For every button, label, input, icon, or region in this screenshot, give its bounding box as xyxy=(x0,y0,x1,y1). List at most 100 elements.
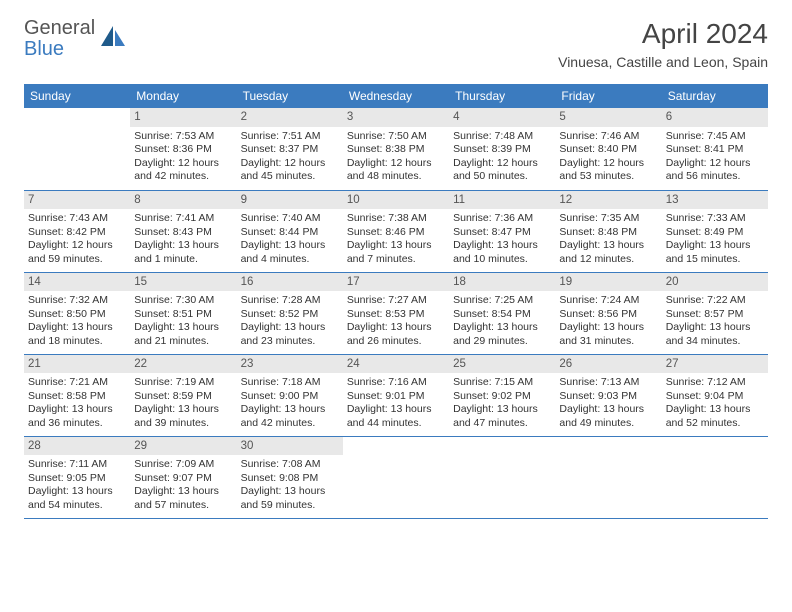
sunrise-text: Sunrise: 7:53 AM xyxy=(134,130,232,143)
weekday-header: Monday xyxy=(130,84,236,108)
sunset-text: Sunset: 8:37 PM xyxy=(241,143,339,156)
empty-cell xyxy=(449,436,555,518)
day-cell: 21Sunrise: 7:21 AMSunset: 8:58 PMDayligh… xyxy=(24,354,130,436)
sunset-text: Sunset: 8:51 PM xyxy=(134,308,232,321)
sunrise-text: Sunrise: 7:11 AM xyxy=(28,458,126,471)
weekday-header: Friday xyxy=(555,84,661,108)
day-cell: 9Sunrise: 7:40 AMSunset: 8:44 PMDaylight… xyxy=(237,190,343,272)
daylight-line-2: and 7 minutes. xyxy=(347,253,445,266)
sunrise-text: Sunrise: 7:32 AM xyxy=(28,294,126,307)
daylight-line-2: and 44 minutes. xyxy=(347,417,445,430)
weekday-header-row: SundayMondayTuesdayWednesdayThursdayFrid… xyxy=(24,84,768,108)
location-subtitle: Vinuesa, Castille and Leon, Spain xyxy=(558,54,768,70)
weekday-header: Tuesday xyxy=(237,84,343,108)
day-number: 8 xyxy=(130,191,236,210)
daylight-line-1: Daylight: 13 hours xyxy=(134,321,232,334)
day-cell: 28Sunrise: 7:11 AMSunset: 9:05 PMDayligh… xyxy=(24,436,130,518)
sail-icon xyxy=(99,24,127,55)
sunrise-text: Sunrise: 7:48 AM xyxy=(453,130,551,143)
daylight-line-1: Daylight: 13 hours xyxy=(453,239,551,252)
weekday-header: Saturday xyxy=(662,84,768,108)
sunset-text: Sunset: 8:53 PM xyxy=(347,308,445,321)
sunrise-text: Sunrise: 7:36 AM xyxy=(453,212,551,225)
daylight-line-1: Daylight: 13 hours xyxy=(453,321,551,334)
empty-cell xyxy=(343,436,449,518)
day-cell: 29Sunrise: 7:09 AMSunset: 9:07 PMDayligh… xyxy=(130,436,236,518)
daylight-line-2: and 45 minutes. xyxy=(241,170,339,183)
daylight-line-2: and 59 minutes. xyxy=(28,253,126,266)
daylight-line-2: and 48 minutes. xyxy=(347,170,445,183)
brand-logo: General Blue xyxy=(24,18,127,60)
sunset-text: Sunset: 8:59 PM xyxy=(134,390,232,403)
daylight-line-2: and 10 minutes. xyxy=(453,253,551,266)
sunset-text: Sunset: 9:00 PM xyxy=(241,390,339,403)
day-number: 6 xyxy=(662,108,768,127)
sunset-text: Sunset: 8:36 PM xyxy=(134,143,232,156)
daylight-line-2: and 56 minutes. xyxy=(666,170,764,183)
sunrise-text: Sunrise: 7:15 AM xyxy=(453,376,551,389)
day-cell: 2Sunrise: 7:51 AMSunset: 8:37 PMDaylight… xyxy=(237,108,343,190)
sunset-text: Sunset: 8:40 PM xyxy=(559,143,657,156)
sunset-text: Sunset: 8:54 PM xyxy=(453,308,551,321)
sunrise-text: Sunrise: 7:45 AM xyxy=(666,130,764,143)
day-number: 5 xyxy=(555,108,661,127)
sunrise-text: Sunrise: 7:28 AM xyxy=(241,294,339,307)
sunrise-text: Sunrise: 7:24 AM xyxy=(559,294,657,307)
day-cell: 19Sunrise: 7:24 AMSunset: 8:56 PMDayligh… xyxy=(555,272,661,354)
day-number: 25 xyxy=(449,355,555,374)
daylight-line-2: and 4 minutes. xyxy=(241,253,339,266)
day-cell: 5 Sunrise: 7:46 AMSunset: 8:40 PMDaylight… xyxy=(555,108,661,190)
sunset-text: Sunset: 8:41 PM xyxy=(666,143,764,156)
daylight-line-2: and 29 minutes. xyxy=(453,335,551,348)
sunrise-text: Sunrise: 7:41 AM xyxy=(134,212,232,225)
day-number: 28 xyxy=(24,437,130,456)
daylight-line-2: and 49 minutes. xyxy=(559,417,657,430)
daylight-line-2: and 54 minutes. xyxy=(28,499,126,512)
sunset-text: Sunset: 8:57 PM xyxy=(666,308,764,321)
day-cell: 3Sunrise: 7:50 AMSunset: 8:38 PMDaylight… xyxy=(343,108,449,190)
daylight-line-1: Daylight: 13 hours xyxy=(241,321,339,334)
day-cell: 10Sunrise: 7:38 AMSunset: 8:46 PMDayligh… xyxy=(343,190,449,272)
sunrise-text: Sunrise: 7:09 AM xyxy=(134,458,232,471)
daylight-line-1: Daylight: 13 hours xyxy=(347,239,445,252)
sunrise-text: Sunrise: 7:16 AM xyxy=(347,376,445,389)
day-cell: 16Sunrise: 7:28 AMSunset: 8:52 PMDayligh… xyxy=(237,272,343,354)
sunset-text: Sunset: 8:48 PM xyxy=(559,226,657,239)
sunrise-text: Sunrise: 7:27 AM xyxy=(347,294,445,307)
day-cell: 24Sunrise: 7:16 AMSunset: 9:01 PMDayligh… xyxy=(343,354,449,436)
sunset-text: Sunset: 8:43 PM xyxy=(134,226,232,239)
daylight-line-1: Daylight: 13 hours xyxy=(134,403,232,416)
day-number: 17 xyxy=(343,273,449,292)
daylight-line-1: Daylight: 12 hours xyxy=(559,157,657,170)
sunrise-text: Sunrise: 7:21 AM xyxy=(28,376,126,389)
daylight-line-1: Daylight: 13 hours xyxy=(453,403,551,416)
day-number: 29 xyxy=(130,437,236,456)
day-cell: 18Sunrise: 7:25 AMSunset: 8:54 PMDayligh… xyxy=(449,272,555,354)
sunset-text: Sunset: 8:58 PM xyxy=(28,390,126,403)
daylight-line-1: Daylight: 13 hours xyxy=(241,239,339,252)
calendar-table: SundayMondayTuesdayWednesdayThursdayFrid… xyxy=(24,84,768,519)
sunrise-text: Sunrise: 7:46 AM xyxy=(559,130,657,143)
daylight-line-2: and 21 minutes. xyxy=(134,335,232,348)
weekday-header: Wednesday xyxy=(343,84,449,108)
day-cell: 1Sunrise: 7:53 AMSunset: 8:36 PMDaylight… xyxy=(130,108,236,190)
sunset-text: Sunset: 8:44 PM xyxy=(241,226,339,239)
daylight-line-1: Daylight: 12 hours xyxy=(28,239,126,252)
daylight-line-1: Daylight: 13 hours xyxy=(559,321,657,334)
sunrise-text: Sunrise: 7:19 AM xyxy=(134,376,232,389)
daylight-line-1: Daylight: 13 hours xyxy=(666,321,764,334)
sunset-text: Sunset: 8:42 PM xyxy=(28,226,126,239)
sunset-text: Sunset: 8:46 PM xyxy=(347,226,445,239)
day-number: 27 xyxy=(662,355,768,374)
sunrise-text: Sunrise: 7:33 AM xyxy=(666,212,764,225)
sunset-text: Sunset: 9:07 PM xyxy=(134,472,232,485)
day-number: 20 xyxy=(662,273,768,292)
daylight-line-2: and 42 minutes. xyxy=(134,170,232,183)
day-number: 1 xyxy=(130,108,236,127)
sunset-text: Sunset: 9:03 PM xyxy=(559,390,657,403)
calendar-row: 7Sunrise: 7:43 AMSunset: 8:42 PMDaylight… xyxy=(24,190,768,272)
sunset-text: Sunset: 8:47 PM xyxy=(453,226,551,239)
empty-cell xyxy=(555,436,661,518)
daylight-line-1: Daylight: 13 hours xyxy=(347,321,445,334)
daylight-line-2: and 23 minutes. xyxy=(241,335,339,348)
